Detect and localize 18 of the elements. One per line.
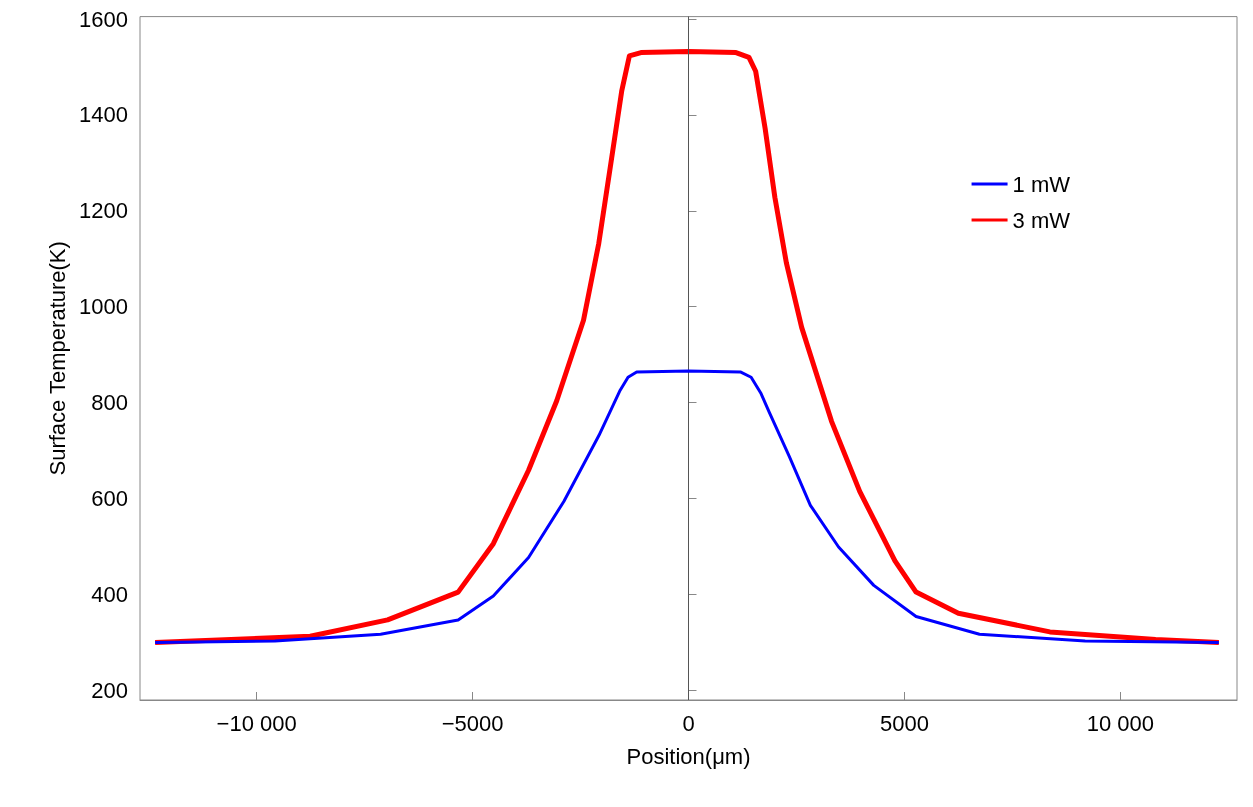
x-tick-label: −5000 [441,710,504,736]
y-tick-label: 600 [91,486,128,512]
y-tick-label: 200 [91,677,128,703]
y-tick-label: 400 [91,581,128,607]
y-tick-label: 1000 [79,294,128,320]
y-tick-label: 1200 [79,198,128,224]
line-series [153,369,1221,644]
y-tick-label: 800 [91,390,128,416]
x-axis-title: Position(μm) [626,743,751,769]
legend-label: 3 mW [1012,207,1071,233]
y-tick-label: 1600 [79,6,128,32]
x-tick-label: −10 000 [216,710,297,736]
x-tick-label: 5000 [879,710,929,736]
x-tick-label: 0 [682,710,695,736]
y-axis-title: Surface Temperature(K) [44,241,70,476]
y-tick-label: 1400 [79,102,128,128]
legend-label: 1 mW [1012,171,1071,197]
x-tick-label: 10 000 [1086,710,1155,736]
